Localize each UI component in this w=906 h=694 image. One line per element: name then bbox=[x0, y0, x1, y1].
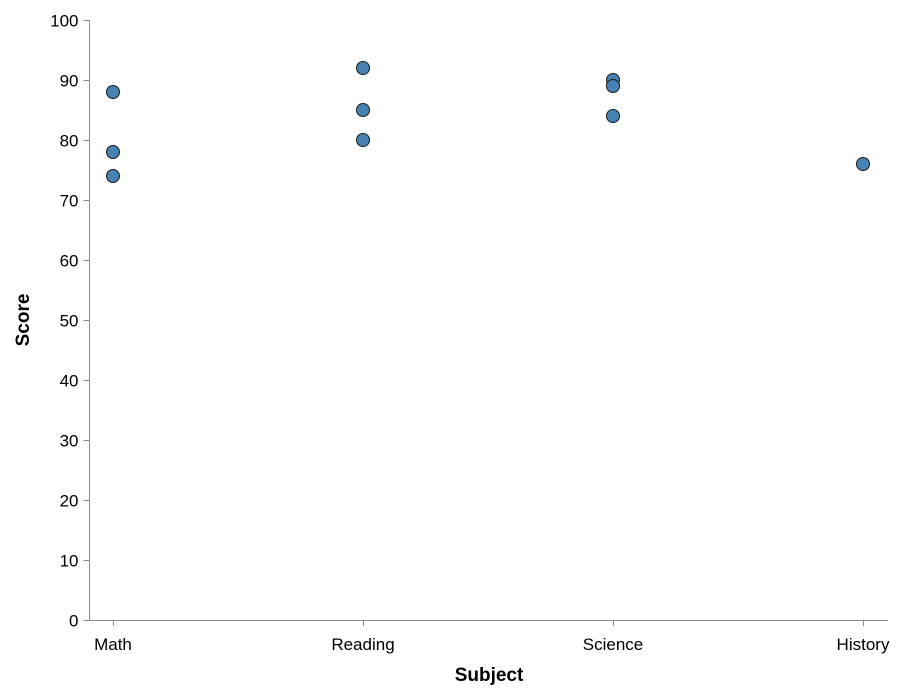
y-tick-label: 40 bbox=[60, 372, 79, 391]
data-point-math[interactable] bbox=[106, 85, 120, 99]
y-tick-label: 10 bbox=[60, 552, 79, 571]
data-point-science[interactable] bbox=[606, 109, 620, 123]
y-axis: 0 10 20 30 40 50 60 70 80 90 100 bbox=[50, 12, 90, 631]
y-tick-label: 0 bbox=[69, 612, 78, 631]
data-point-math[interactable] bbox=[106, 169, 120, 183]
x-tick-label: History bbox=[837, 635, 890, 654]
x-tick-label: Reading bbox=[331, 635, 394, 654]
data-point-reading[interactable] bbox=[356, 133, 370, 147]
data-point-reading[interactable] bbox=[356, 61, 370, 75]
data-point-science[interactable] bbox=[606, 79, 620, 93]
data-point-math[interactable] bbox=[106, 145, 120, 159]
x-axis: Math Reading Science History bbox=[89, 620, 890, 654]
y-tick-label: 60 bbox=[60, 252, 79, 271]
y-tick-label: 80 bbox=[60, 132, 79, 151]
y-axis-title: Score bbox=[13, 294, 34, 347]
y-tick-label: 70 bbox=[60, 192, 79, 211]
points-layer bbox=[106, 61, 870, 183]
y-tick-label: 20 bbox=[60, 492, 79, 511]
data-point-reading[interactable] bbox=[356, 103, 370, 117]
x-tick-label: Math bbox=[94, 635, 132, 654]
x-tick-label: Science bbox=[583, 635, 643, 654]
y-tick-label: 90 bbox=[60, 72, 79, 91]
data-point-history[interactable] bbox=[856, 157, 870, 171]
y-tick-label: 100 bbox=[50, 12, 78, 31]
x-axis-title: Subject bbox=[455, 665, 524, 686]
y-tick-label: 50 bbox=[60, 312, 79, 331]
y-tick-label: 30 bbox=[60, 432, 79, 451]
